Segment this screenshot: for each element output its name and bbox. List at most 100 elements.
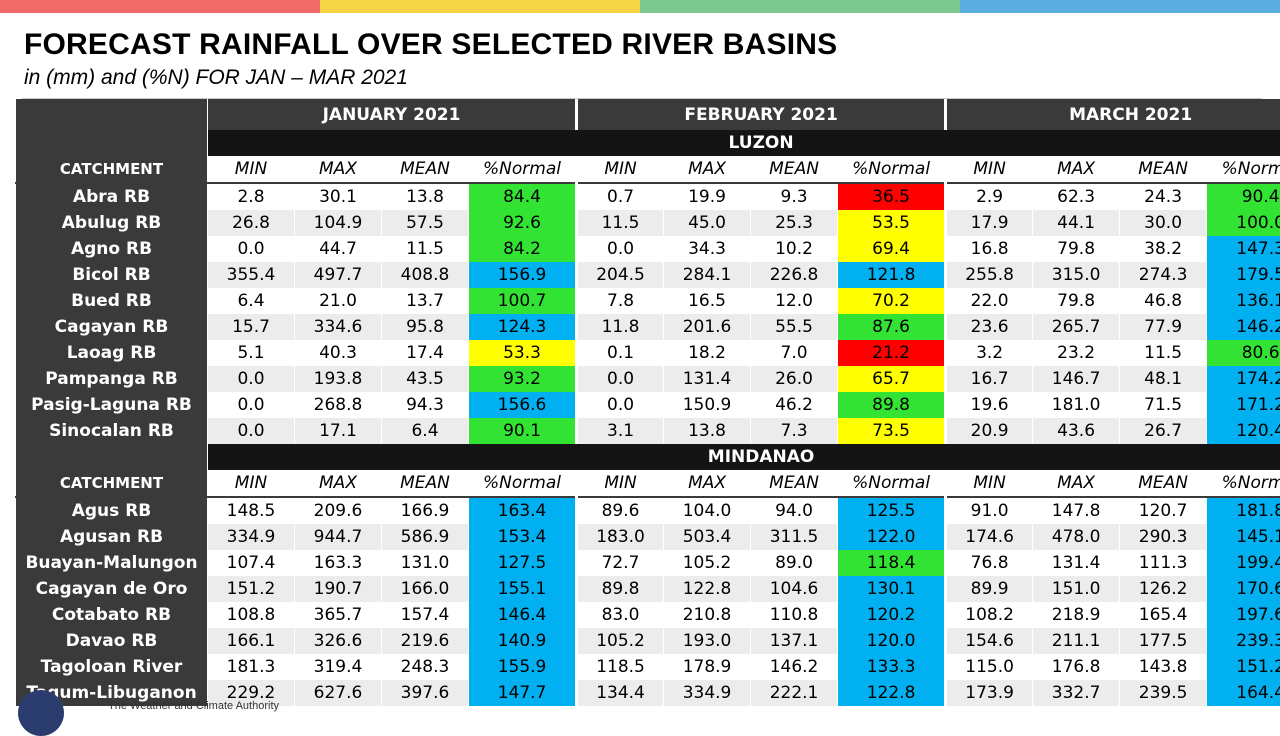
percent-normal-cell: 118.4 [838,550,946,576]
rainfall-value-cell: 166.9 [382,497,469,524]
percent-normal-cell: 163.4 [469,497,577,524]
rainfall-value-cell: 48.1 [1120,366,1207,392]
catchment-name: Bued RB [16,288,208,314]
rainfall-value-cell: 19.9 [664,183,751,210]
rainfall-value-cell: 183.0 [577,524,664,550]
rainfall-value-cell: 17.9 [946,210,1033,236]
percent-normal-cell: 155.1 [469,576,577,602]
column-header: %Normal [1207,156,1280,183]
rainfall-value-cell: 91.0 [946,497,1033,524]
rainfall-value-cell: 365.7 [295,602,382,628]
rainfall-value-cell: 46.8 [1120,288,1207,314]
rainfall-value-cell: 25.3 [751,210,838,236]
rainfall-value-cell: 284.1 [664,262,751,288]
month-header: MARCH 2021 [946,99,1280,130]
rainfall-value-cell: 7.3 [751,418,838,444]
catchment-name: Tagoloan River [16,654,208,680]
rainfall-value-cell: 239.5 [1120,680,1207,706]
percent-normal-cell: 100.0 [1207,210,1280,236]
rainfall-value-cell: 11.5 [577,210,664,236]
rainfall-value-cell: 26.7 [1120,418,1207,444]
column-header: %Normal [469,156,577,183]
rainfall-value-cell: 104.0 [664,497,751,524]
rainfall-value-cell: 122.8 [664,576,751,602]
rainfall-value-cell: 355.4 [208,262,295,288]
rainfall-value-cell: 0.7 [577,183,664,210]
rainfall-value-cell: 151.0 [1033,576,1120,602]
region-header-spacer [16,444,208,470]
column-header: MIN [577,156,664,183]
rainfall-value-cell: 222.1 [751,680,838,706]
rainfall-value-cell: 34.3 [664,236,751,262]
column-header: MIN [946,470,1033,497]
rainfall-value-cell: 174.6 [946,524,1033,550]
rainfall-value-cell: 89.9 [946,576,1033,602]
rainfall-value-cell: 137.1 [751,628,838,654]
catchment-name: Bicol RB [16,262,208,288]
percent-normal-cell: 170.6 [1207,576,1280,602]
column-header: MIN [208,156,295,183]
rainfall-value-cell: 77.9 [1120,314,1207,340]
top-bar-segment-red [0,0,320,13]
percent-normal-cell: 70.2 [838,288,946,314]
percent-normal-cell: 146.2 [1207,314,1280,340]
rainfall-value-cell: 166.1 [208,628,295,654]
rainfall-value-cell: 107.4 [208,550,295,576]
rainfall-value-cell: 290.3 [1120,524,1207,550]
rainfall-value-cell: 43.5 [382,366,469,392]
rainfall-value-cell: 209.6 [295,497,382,524]
catchment-name: Agus RB [16,497,208,524]
column-header: MAX [295,470,382,497]
percent-normal-cell: 93.2 [469,366,577,392]
percent-normal-cell: 100.7 [469,288,577,314]
rainfall-value-cell: 0.0 [208,236,295,262]
percent-normal-cell: 124.3 [469,314,577,340]
rainfall-value-cell: 71.5 [1120,392,1207,418]
rainfall-value-cell: 210.8 [664,602,751,628]
percent-normal-cell: 122.0 [838,524,946,550]
rainfall-value-cell: 334.9 [208,524,295,550]
percent-normal-cell: 121.8 [838,262,946,288]
rainfall-value-cell: 478.0 [1033,524,1120,550]
rainfall-value-cell: 105.2 [577,628,664,654]
rainfall-value-cell: 176.8 [1033,654,1120,680]
rainfall-value-cell: 6.4 [208,288,295,314]
column-header: MEAN [1120,470,1207,497]
rainfall-value-cell: 79.8 [1033,236,1120,262]
rainfall-value-cell: 120.7 [1120,497,1207,524]
rainfall-value-cell: 154.6 [946,628,1033,654]
percent-normal-cell: 127.5 [469,550,577,576]
rainfall-value-cell: 111.3 [1120,550,1207,576]
rainfall-value-cell: 131.4 [1033,550,1120,576]
rainfall-value-cell: 2.8 [208,183,295,210]
column-header: MAX [1033,470,1120,497]
percent-normal-cell: 120.2 [838,602,946,628]
catchment-name: Agno RB [16,236,208,262]
rainfall-value-cell: 2.9 [946,183,1033,210]
percent-normal-cell: 125.5 [838,497,946,524]
percent-normal-cell: 120.0 [838,628,946,654]
rainfall-value-cell: 163.3 [295,550,382,576]
column-header: %Normal [838,470,946,497]
rainfall-value-cell: 126.2 [1120,576,1207,602]
rainfall-value-cell: 46.2 [751,392,838,418]
rainfall-value-cell: 268.8 [295,392,382,418]
rainfall-value-cell: 334.9 [664,680,751,706]
rainfall-value-cell: 89.0 [751,550,838,576]
column-header: %Normal [838,156,946,183]
rainfall-value-cell: 19.6 [946,392,1033,418]
percent-normal-cell: 181.8 [1207,497,1280,524]
percent-normal-cell: 147.7 [469,680,577,706]
column-header: MIN [208,470,295,497]
rainfall-value-cell: 13.8 [664,418,751,444]
catchment-name: Sinocalan RB [16,418,208,444]
catchment-name: Abra RB [16,183,208,210]
page-title: FORECAST RAINFALL OVER SELECTED RIVER BA… [24,28,837,62]
